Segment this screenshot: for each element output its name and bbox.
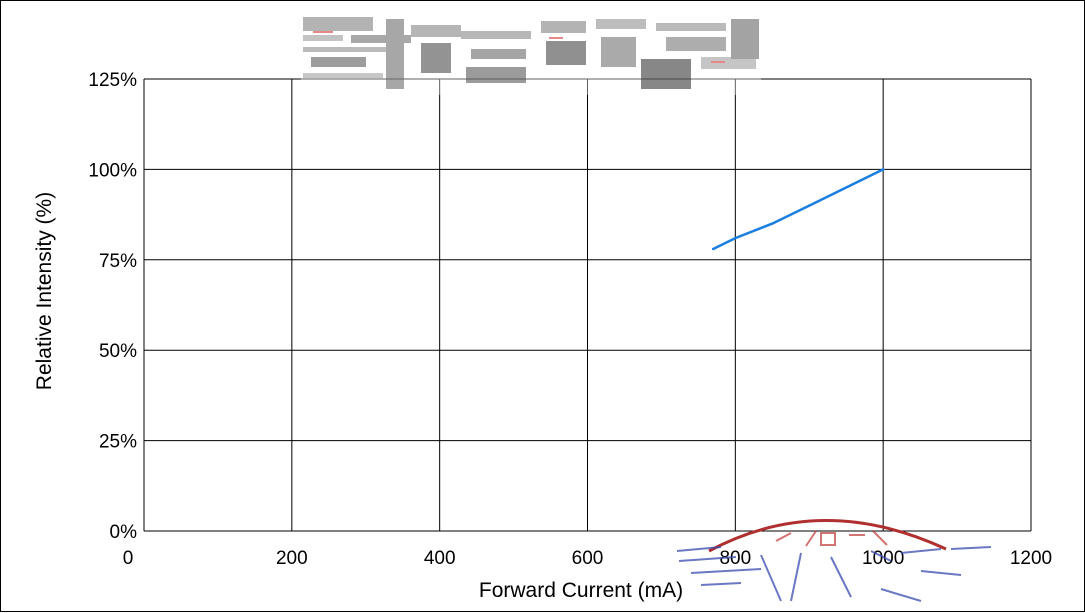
data-point — [881, 168, 885, 171]
y-tick-labels: 0% 25% 50% 75% 100% 125% — [88, 70, 137, 543]
data-point — [711, 247, 715, 251]
x-tick-label: 0 — [123, 548, 134, 569]
data-point — [771, 222, 774, 225]
y-tick-label: 0% — [110, 522, 138, 543]
y-tick-label: 25% — [99, 432, 137, 453]
x-tick-labels: 0 200 400 600 800 1000 1200 — [123, 548, 1052, 569]
y-tick-label: 75% — [99, 251, 137, 272]
y-tick-label: 125% — [88, 70, 137, 91]
y-axis-title: Relative Intensity (%) — [33, 192, 56, 390]
grid — [143, 78, 1032, 532]
data-point — [845, 186, 848, 189]
series-layer — [711, 168, 885, 251]
watermark-logo — [301, 15, 761, 95]
data-point — [808, 204, 811, 207]
x-axis-title: Forward Current (mA) — [479, 579, 683, 602]
x-tick-label: 200 — [276, 548, 308, 569]
stamp-seal — [676, 519, 992, 602]
y-tick-label: 100% — [88, 160, 137, 181]
y-tick-label: 50% — [99, 341, 137, 362]
x-tick-label: 600 — [572, 548, 604, 569]
x-tick-label: 1200 — [1010, 548, 1052, 569]
x-tick-label: 1000 — [862, 548, 904, 569]
x-tick-label: 800 — [719, 548, 751, 569]
series-line-0 — [711, 168, 885, 251]
x-tick-label: 400 — [424, 548, 456, 569]
data-point — [734, 236, 737, 240]
